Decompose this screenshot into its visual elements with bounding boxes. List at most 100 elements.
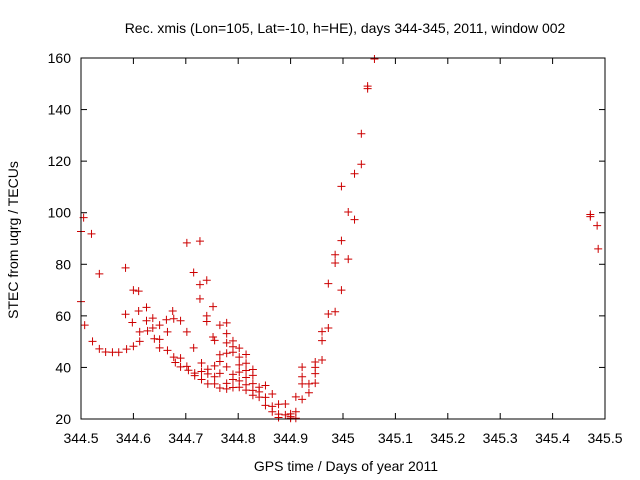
data-point — [134, 306, 143, 315]
data-point — [281, 400, 290, 409]
data-point — [261, 401, 270, 410]
data-point — [197, 359, 206, 368]
data-point — [189, 343, 198, 352]
data-point — [155, 321, 164, 330]
data-point — [195, 280, 204, 289]
data-point — [184, 366, 193, 375]
data-point — [222, 384, 231, 393]
x-tick-label: 345.1 — [378, 430, 413, 446]
data-point — [155, 343, 164, 352]
x-tick-label: 345.3 — [483, 430, 518, 446]
data-point — [176, 362, 185, 371]
data-point — [242, 386, 251, 395]
data-point — [235, 368, 244, 377]
data-point — [235, 360, 244, 369]
data-point — [148, 323, 157, 332]
data-point — [163, 327, 172, 336]
data-point — [182, 327, 191, 336]
data-point — [324, 279, 333, 288]
data-point — [222, 338, 231, 347]
data-point — [202, 276, 211, 285]
data-point — [148, 314, 157, 323]
data-point — [168, 306, 177, 315]
data-point — [268, 407, 277, 416]
data-point — [182, 362, 191, 371]
data-point — [114, 348, 123, 357]
data-point — [593, 221, 602, 230]
data-point — [197, 375, 206, 384]
y-tick-label: 160 — [48, 50, 72, 66]
data-point — [176, 316, 185, 325]
data-point — [337, 286, 346, 295]
data-point — [215, 321, 224, 330]
data-point — [344, 255, 353, 264]
y-axis-label: STEC from uqrg / TECUs — [5, 161, 21, 319]
data-point — [95, 269, 104, 278]
data-point — [189, 268, 198, 277]
data-point — [261, 381, 270, 390]
data-point — [88, 337, 97, 346]
data-point — [87, 229, 96, 238]
data-point — [331, 258, 340, 267]
y-tick-label: 20 — [55, 411, 71, 427]
data-point — [228, 348, 237, 357]
x-tick-label: 345.2 — [430, 430, 465, 446]
data-point — [298, 363, 307, 372]
data-point — [291, 392, 300, 401]
data-point — [122, 345, 131, 354]
data-point — [169, 353, 178, 362]
data-point — [357, 129, 366, 138]
data-point — [169, 314, 178, 323]
data-point — [311, 379, 320, 388]
data-point — [176, 354, 185, 363]
x-tick-label: 345 — [331, 430, 355, 446]
data-point — [242, 359, 251, 368]
data-point — [215, 350, 224, 359]
data-point — [304, 388, 313, 397]
data-point — [210, 379, 219, 388]
data-point — [331, 250, 340, 259]
x-tick-label: 344.8 — [221, 430, 256, 446]
data-point — [171, 358, 180, 367]
data-point — [222, 329, 231, 338]
data-point — [222, 349, 231, 358]
data-point — [274, 413, 283, 422]
data-point — [248, 379, 257, 388]
data-point — [163, 346, 172, 355]
data-point — [121, 263, 130, 272]
data-point — [363, 84, 372, 93]
data-point — [162, 315, 171, 324]
data-point — [195, 237, 204, 246]
data-point — [318, 355, 327, 364]
data-point — [142, 303, 151, 312]
data-point — [222, 318, 231, 327]
data-point — [242, 366, 251, 375]
data-point — [190, 371, 199, 380]
data-point — [298, 372, 307, 381]
data-point — [129, 342, 138, 351]
x-tick-label: 344.7 — [168, 430, 203, 446]
plot-frame — [80, 57, 606, 420]
data-point — [135, 337, 144, 346]
data-point — [304, 379, 313, 388]
x-axis-label: GPS time / Days of year 2011 — [254, 458, 438, 474]
data-point — [95, 344, 104, 353]
data-point — [337, 236, 346, 245]
data-point — [350, 169, 359, 178]
data-point — [235, 383, 244, 392]
data-point — [128, 318, 137, 327]
data-point — [155, 335, 164, 344]
data-point — [101, 347, 110, 356]
y-tick-label: 60 — [55, 308, 71, 324]
data-point — [142, 316, 151, 325]
data-point — [242, 373, 251, 382]
data-point — [202, 317, 211, 326]
data-point — [311, 369, 320, 378]
data-point — [337, 182, 346, 191]
tick-labels: 344.5 344.6 344.7 344.8 344.9 345 345.1 345.2 34… — [48, 50, 623, 446]
data-point — [344, 207, 353, 216]
data-point — [350, 215, 359, 224]
data-point — [594, 244, 603, 253]
y-tick-label: 40 — [55, 359, 71, 375]
